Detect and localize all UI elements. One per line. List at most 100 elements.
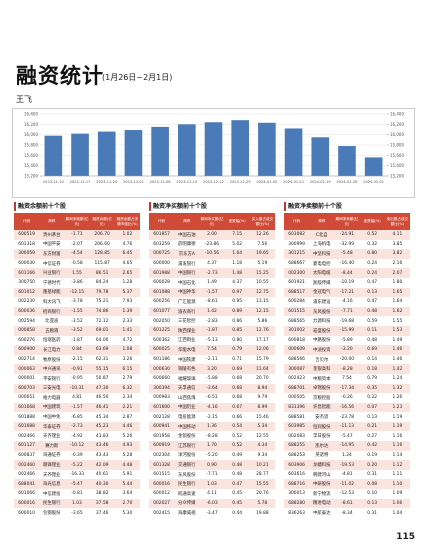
table-block: 融资余额前十个股 代码 简称 期间净增额(亿元) 融资余额(亿元) 融资余额占流通市值比(… (14, 202, 140, 518)
cell: 45.34 (95, 414, 109, 420)
cell: 1.55 (64, 268, 90, 278)
cell: 1.10 (384, 479, 410, 490)
cell: 福耀玻璃 (177, 376, 196, 382)
cell: 中国铝业 (174, 402, 200, 413)
cell: 836263 (288, 510, 305, 516)
cell: 0.52 (232, 433, 243, 439)
y-tick-label: 15,600 (24, 153, 38, 158)
cell: -2.15 (206, 414, 218, 420)
cell: 0.68 (232, 395, 243, 401)
cell: -5.48 (334, 249, 360, 259)
row: 688280 精进电动 -8.61 0.13 1.06 (284, 498, 410, 509)
column-header: 涨跌幅(%) (359, 213, 385, 230)
cell: 79.78 (89, 287, 115, 298)
cell: 东风股份 (177, 472, 196, 478)
cell: 1.46 (384, 345, 410, 355)
cell: 0.22 (367, 395, 378, 401)
cell: 1.64 (224, 249, 250, 259)
cell: 688565 (288, 318, 305, 324)
cell: 600256 (153, 299, 170, 305)
cell: 002304 (153, 452, 170, 458)
table-block: 融资净卖额前十个股 代码 简称 期间净卖额(亿元) 涨跌幅(%) 卖出额占成交额比(%) 6… (284, 202, 410, 518)
cell: 20.70 (256, 376, 269, 382)
cell: 601328 (149, 460, 175, 470)
row: 603616 韩建河山 -4.81 0.31 1.11 (284, 470, 410, 480)
cell: 1.42 (384, 364, 410, 374)
bar (44, 135, 63, 176)
x-tick-label: 2023-12-01 (123, 180, 144, 184)
cell: -11.13 (334, 421, 360, 432)
cell: -8.34 (341, 510, 353, 516)
row: 600010 包钢股份 -3.65 37.46 5.30 (14, 508, 140, 518)
cell: 3.85 (392, 241, 403, 247)
cell: 海通证券 (42, 453, 61, 459)
cell: 38.82 (95, 491, 109, 497)
cell: 2.34 (122, 395, 133, 401)
x-tick-label: 2023-11-17 (70, 180, 91, 184)
row: 688581 安杰思 -23.78 0.13 1.19 (284, 412, 410, 422)
row: 002083 孚日股份 -5.47 0.27 1.16 (284, 431, 410, 441)
cell: 7.54 (199, 345, 225, 355)
cell: -1.71 (64, 230, 90, 240)
cell: 19.65 (249, 249, 275, 259)
cell: -12.15 (64, 287, 90, 298)
cell: 1.39 (114, 306, 140, 317)
cell: 五粮液 (39, 325, 65, 336)
cell: 75.21 (95, 299, 109, 305)
cell: 孚日股份 (312, 434, 331, 440)
row: 601600 中国铝业 -4.16 0.67 8.99 (149, 402, 275, 413)
cell: -0.39 (71, 452, 83, 458)
cell: -16.56 (334, 402, 360, 413)
cell: 2.65 (114, 268, 140, 278)
row: 688253 英诺特 1.24 0.19 1.14 (284, 451, 410, 461)
cell: 4.48 (114, 460, 140, 470)
row: 601012 隆基绿能 -12.15 79.78 5.37 (14, 287, 140, 298)
cell: -32.99 (339, 241, 355, 247)
cell: 渝农商行 (174, 306, 200, 317)
cell: 0.86 (232, 318, 243, 324)
cell: 太阳电缆 (309, 268, 335, 278)
header-row: 代码 简称 期间净买额(亿元) 涨跌幅(%) 买入额占成交额比(%) (149, 213, 275, 230)
column-header: 买入额占成交额比(%) (249, 213, 275, 230)
cell: 中兴通讯 (39, 364, 65, 374)
cell: 1.19 (384, 421, 410, 432)
row: 300999 上海机电 -32.99 0.32 3.85 (284, 240, 410, 250)
cell: 4.11 (384, 230, 410, 240)
cell: 中粮资本 (312, 376, 331, 382)
cell: 皖通高速 (177, 491, 196, 497)
row: 000063 中兴通讯 -0.91 55.15 6.15 (14, 364, 140, 374)
cell: 宁德时代 (42, 280, 61, 286)
row: 601318 中国平安 -2.07 206.60 4.76 (14, 240, 140, 250)
cell: -10.56 (199, 249, 225, 259)
cell: 2.33 (122, 318, 133, 324)
cell: 0.80 (232, 337, 243, 343)
cell: 002128 (153, 414, 170, 420)
cell: 115.87 (94, 261, 110, 267)
author: 王飞 (16, 95, 32, 104)
cell: 206.60 (94, 241, 110, 247)
cell: 002714 (18, 357, 35, 363)
row: 600284 浦东建设 -4.16 0.47 1.64 (284, 297, 410, 307)
cell: 601077 (149, 306, 175, 317)
cell: 0.13 (359, 498, 385, 509)
cell: -3.52 (64, 325, 90, 336)
cell: 英诺特 (315, 453, 329, 459)
row: 600030 中信证券 -0.58 115.87 4.65 (14, 259, 140, 269)
cell: 600519 (14, 230, 40, 240)
cell: 601958 (153, 433, 170, 439)
x-tick-label: 2023-11-10 (43, 180, 65, 184)
cell: 赣锋锂业 (39, 460, 65, 470)
cell: 601857 (149, 230, 175, 240)
cell: 0.27 (367, 433, 378, 439)
cell: 601888 (18, 414, 35, 420)
cell: 601066 (18, 491, 35, 497)
row: 600000 浦发银行 4.37 1.18 5.19 (149, 259, 275, 269)
cell: 600030 (18, 261, 35, 267)
cell: -14.95 (334, 441, 360, 451)
cell: 40.30 (89, 479, 115, 490)
bar (311, 137, 330, 176)
cell: 0.24 (359, 268, 385, 278)
cell: -2.07 (71, 241, 83, 247)
row: 831396 许昌智能 -16.56 0.07 1.23 (284, 402, 410, 413)
cell: 5.78 (249, 498, 275, 509)
